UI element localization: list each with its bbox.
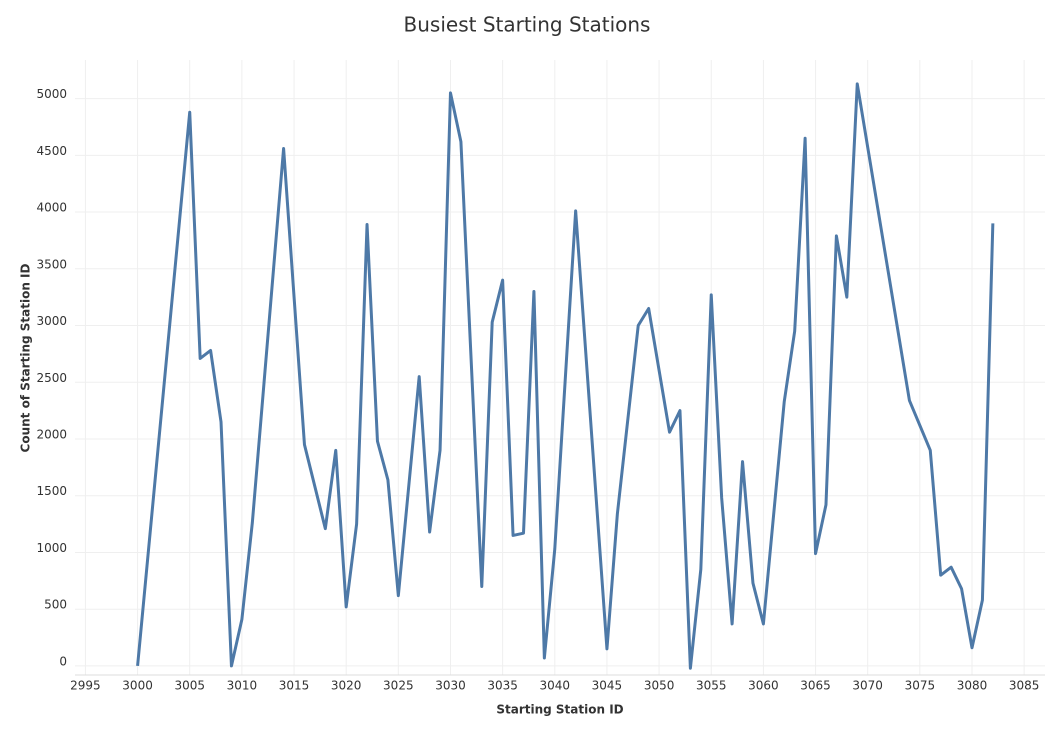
x-tick-label: 3000 [122,679,153,693]
x-tick-label: 3055 [696,679,727,693]
x-tick-label: 3065 [800,679,831,693]
y-axis-title: Count of Starting Station ID [19,263,33,452]
y-tick-label: 4000 [36,201,67,215]
x-tick-label: 3005 [174,679,205,693]
y-tick-label: 2000 [36,427,67,441]
x-tick-label: 3075 [905,679,936,693]
x-tick-label: 3015 [279,679,310,693]
data-line [136,82,995,670]
y-tick-label: 1500 [36,484,67,498]
x-axis-title: Starting Station ID [496,703,623,717]
y-tick-label: 0 [59,654,67,668]
y-tick-label: 5000 [36,87,67,101]
x-tick-label: 3035 [487,679,518,693]
chart-title: Busiest Starting Stations [404,13,651,37]
y-tick-label: 1000 [36,541,67,555]
x-tick-label: 3050 [644,679,675,693]
y-tick-label: 500 [44,598,67,612]
x-tick-label: 2995 [70,679,101,693]
x-tick-label: 3080 [957,679,988,693]
x-tick-label: 3070 [852,679,883,693]
x-tick-label: 3020 [331,679,362,693]
x-tick-label: 3085 [1009,679,1040,693]
x-tick-label: 3045 [592,679,623,693]
y-tick-label: 4500 [36,144,67,158]
x-tick-label: 3025 [383,679,414,693]
x-tick-label: 3010 [227,679,258,693]
x-tick-label: 3060 [748,679,779,693]
x-tick-label: 3040 [540,679,571,693]
y-tick-label: 3500 [36,257,67,271]
y-tick-label: 2500 [36,371,67,385]
y-tick-label: 3000 [36,314,67,328]
x-tick-label: 3030 [435,679,466,693]
